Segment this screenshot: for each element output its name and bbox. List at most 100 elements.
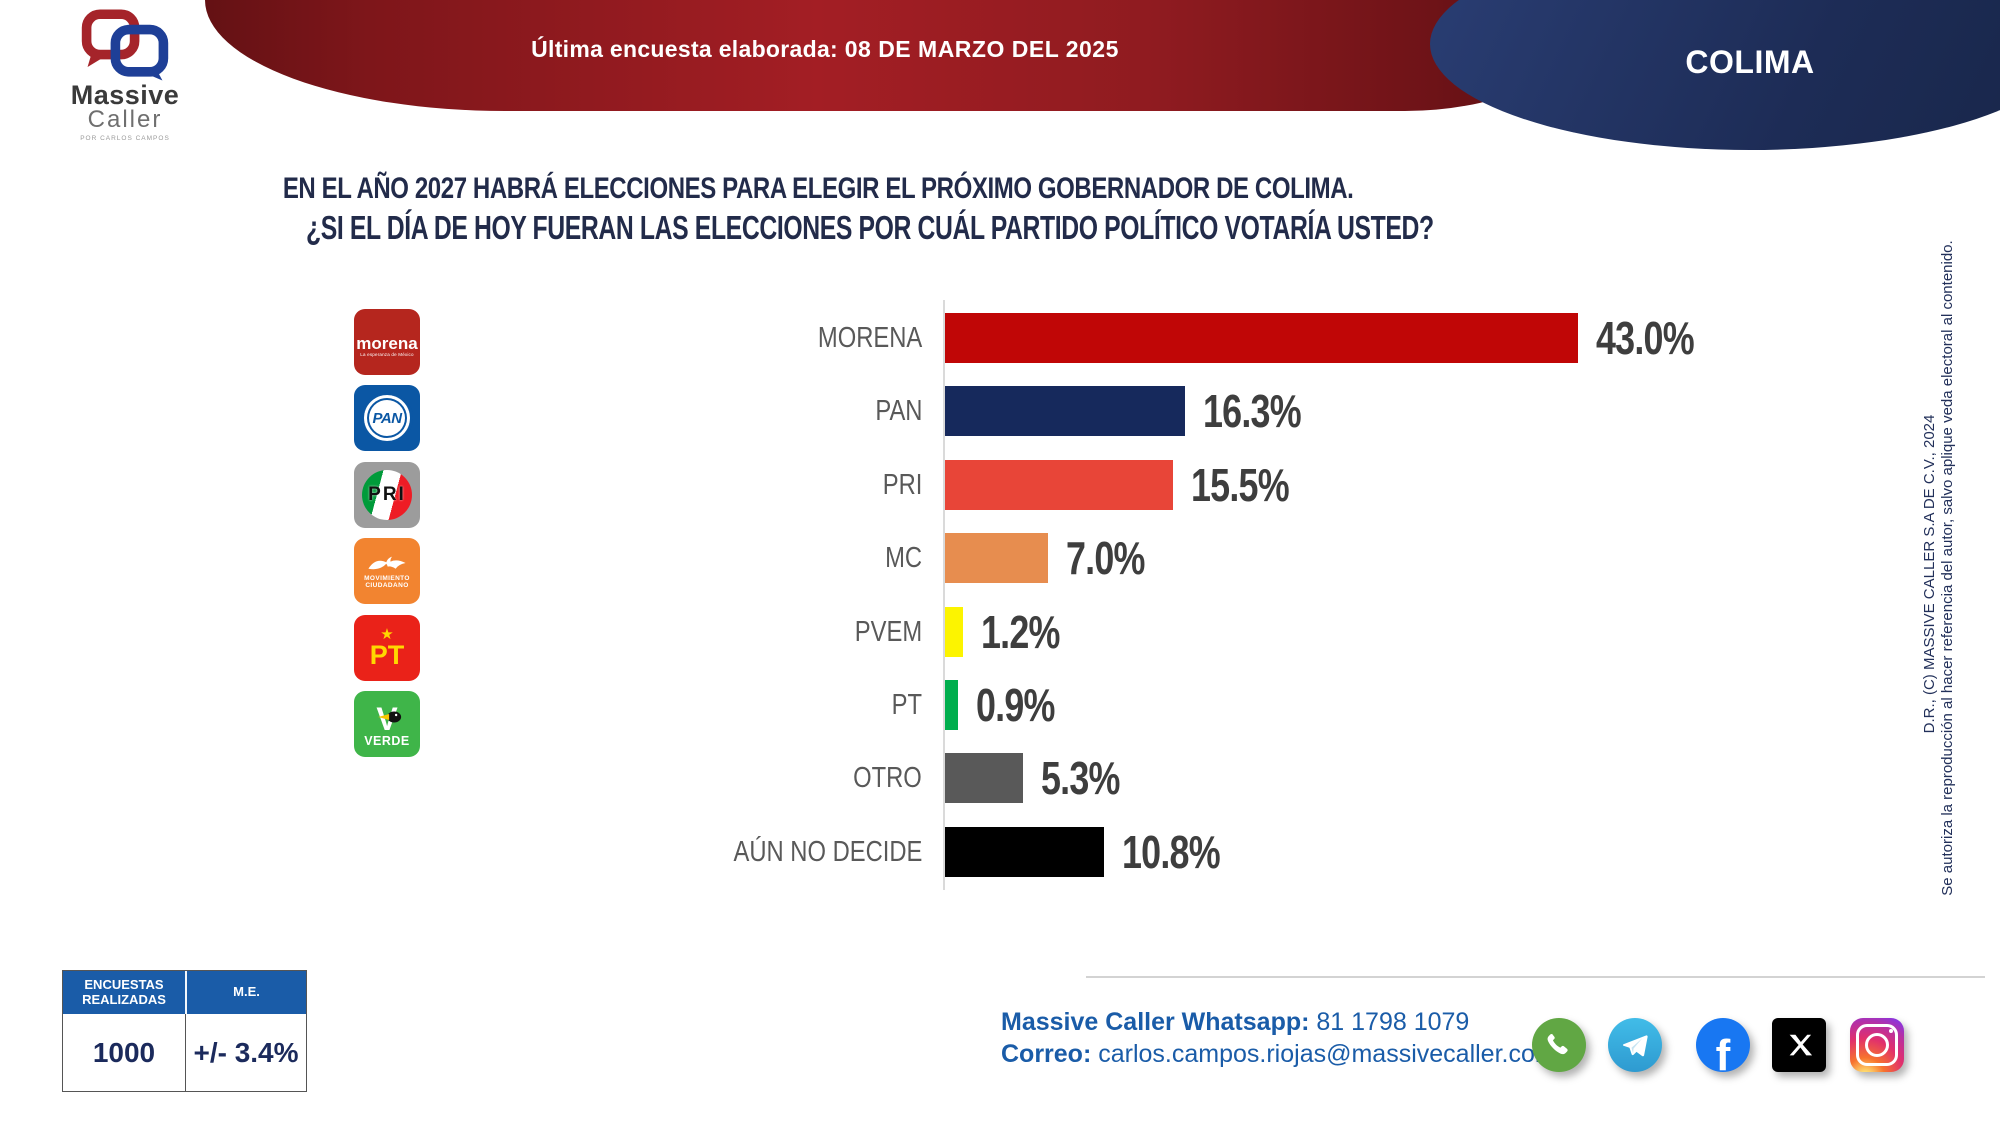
party-logo-verde: V VERDE (354, 691, 420, 757)
chart-row: AÚN NO DECIDE 10.8% (660, 825, 1840, 879)
bar-label-text: AÚN NO DECIDE (733, 835, 922, 868)
party-logo-pt: ★ PT (354, 615, 420, 681)
bar-label: PVEM (660, 616, 945, 649)
last-survey-label: Última encuesta elaborada: (531, 36, 839, 62)
mc-eagle-icon (368, 556, 406, 569)
sample-table-header: ENCUESTAS REALIZADAS M.E. (63, 971, 306, 1014)
bar-value: 1.2% (981, 605, 1082, 659)
bar-label: PRI (660, 469, 945, 502)
bar-label: AÚN NO DECIDE (660, 836, 945, 869)
bar-pt (945, 680, 958, 730)
chart-row: OTRO 5.3% (660, 751, 1840, 805)
bar-value-text: 16.3% (1203, 385, 1302, 437)
last-survey-text: Última encuesta elaborada: 08 DE MARZO D… (205, 36, 1445, 63)
last-survey-date: 08 DE MARZO DEL 2025 (844, 36, 1119, 62)
party-logo-mc: MOVIMIENTO CIUDADANO (354, 538, 420, 604)
bar-otro (945, 753, 1023, 803)
instagram-dot (1889, 1029, 1893, 1033)
bar-mc (945, 533, 1048, 583)
bar-value-text: 43.0% (1596, 312, 1695, 364)
pri-wordmark: PRI (368, 484, 406, 505)
bar-value: 0.9% (976, 678, 1077, 732)
bar-label-text: OTRO (853, 761, 922, 794)
bar-label: OTRO (660, 762, 945, 795)
chart-row: PAN 16.3% (660, 385, 1840, 437)
chart-row: MC 7.0% (660, 531, 1840, 585)
footer-divider (1086, 976, 1985, 978)
social-links: f (0, 1018, 2000, 1072)
party-logo-pri: PRI (354, 462, 420, 528)
party-logo-pan: PAN (354, 385, 420, 451)
bar-morena (945, 313, 1578, 363)
whatsapp-label: Massive Caller Whatsapp: (1001, 1008, 1310, 1036)
x-twitter-icon[interactable] (1772, 1018, 1826, 1072)
bar-label-text: PT (891, 688, 922, 721)
bar-value: 10.8% (1122, 825, 1247, 879)
sample-table-values: 1000 +/- 3.4% (63, 1014, 306, 1091)
bar-label: PT (660, 689, 945, 722)
bar-pvem (945, 607, 963, 657)
pan-wordmark: PAN (372, 409, 402, 427)
chart-row: PRI 15.5% (660, 458, 1840, 512)
whatsapp-line: Massive Caller Whatsapp: 81 1798 1079 (1001, 1006, 1556, 1038)
bar-label: MC (660, 542, 945, 575)
mc-wordmark-line2: CIUDADANO (365, 582, 409, 589)
bar-label: PAN (660, 395, 945, 428)
email-label: Correo: (1001, 1040, 1092, 1068)
bar-value: 5.3% (1041, 751, 1142, 805)
morena-wordmark: morena (356, 333, 418, 353)
morena-tagline: La esperanza de México (360, 351, 414, 357)
email-line: Correo: carlos.campos.riojas@massivecall… (1001, 1038, 1556, 1070)
email-address[interactable]: carlos.campos.riojas@massivecaller.com (1091, 1040, 1556, 1068)
telegram-icon[interactable] (1608, 1018, 1662, 1072)
pan-circle: PAN (361, 392, 413, 444)
surveys-header-cell: ENCUESTAS REALIZADAS (82, 976, 166, 1007)
mc-wordmark-line1: MOVIMIENTO (364, 574, 410, 582)
bar-label-text: PVEM (854, 615, 922, 648)
chart-row: PVEM 1.2% (660, 605, 1840, 659)
region-name: COLIMA (1685, 44, 1815, 80)
bar-label: MORENA (660, 322, 945, 355)
bar-pri (945, 460, 1173, 510)
brand-tagline: POR CARLOS CAMPOS (80, 135, 170, 142)
verde-wordmark: VERDE (364, 734, 410, 748)
bar-value-text: 5.3% (1041, 752, 1120, 804)
sample-table: ENCUESTAS REALIZADAS M.E. 1000 +/- 3.4% (62, 970, 307, 1092)
chart-baseline-axis (943, 300, 945, 890)
poll-question: EN EL AÑO 2027 HABRÁ ELECCIONES PARA ELE… (118, 172, 1518, 247)
facebook-icon[interactable]: f (1696, 1018, 1750, 1072)
legal-copyright-vertical: D.R., (C) MASSIVE CALLER S.A DE C.V., 20… (1921, 414, 1938, 734)
chat-bubbles-icon (81, 9, 169, 81)
verde-toucan-icon (378, 711, 402, 723)
brand-name-top: Massive (70, 80, 180, 110)
bar-value-text: 7.0% (1066, 532, 1145, 584)
whatsapp-number[interactable]: 81 1798 1079 (1309, 1008, 1470, 1036)
pri-circle: PRI (362, 470, 412, 520)
bar-value: 15.5% (1191, 458, 1316, 512)
pt-wordmark: PT (369, 640, 405, 670)
bar-label-text: MC (885, 541, 922, 574)
bar-value: 7.0% (1066, 531, 1167, 585)
bar-value-text: 10.8% (1122, 826, 1221, 878)
party-logo-morena: morena La esperanza de México (354, 309, 420, 375)
bar-value-text: 0.9% (976, 679, 1055, 731)
margin-header-cell: M.E. (185, 971, 306, 1014)
brand-logo: Massive Caller POR CARLOS CAMPOS (55, 6, 195, 142)
contact-block: Massive Caller Whatsapp: 81 1798 1079 Co… (1001, 1006, 1556, 1070)
bar-label-text: PAN (874, 394, 922, 427)
brand-name-bottom: Caller (87, 106, 163, 133)
pt-star-icon: ★ (380, 625, 394, 643)
verde-v-letter: V (376, 703, 402, 735)
chart-row: PT 0.9% (660, 678, 1840, 732)
surveys-value-cell: 1000 (63, 1014, 186, 1091)
legal-notice-vertical: Se autoriza la reproducción al hacer ref… (1939, 240, 1956, 896)
whatsapp-icon[interactable] (1532, 1018, 1586, 1072)
bar-value: 43.0% (1596, 311, 1721, 365)
instagram-frame (1856, 1024, 1898, 1066)
poll-question-line1: EN EL AÑO 2027 HABRÁ ELECCIONES PARA ELE… (282, 172, 1354, 205)
instagram-icon[interactable] (1850, 1018, 1904, 1072)
chart-row: MORENA 43.0% (660, 311, 1840, 365)
poll-question-line2: ¿SI EL DÍA DE HOY FUERAN LAS ELECCIONES … (305, 209, 1434, 246)
bar-value-text: 1.2% (981, 606, 1060, 658)
